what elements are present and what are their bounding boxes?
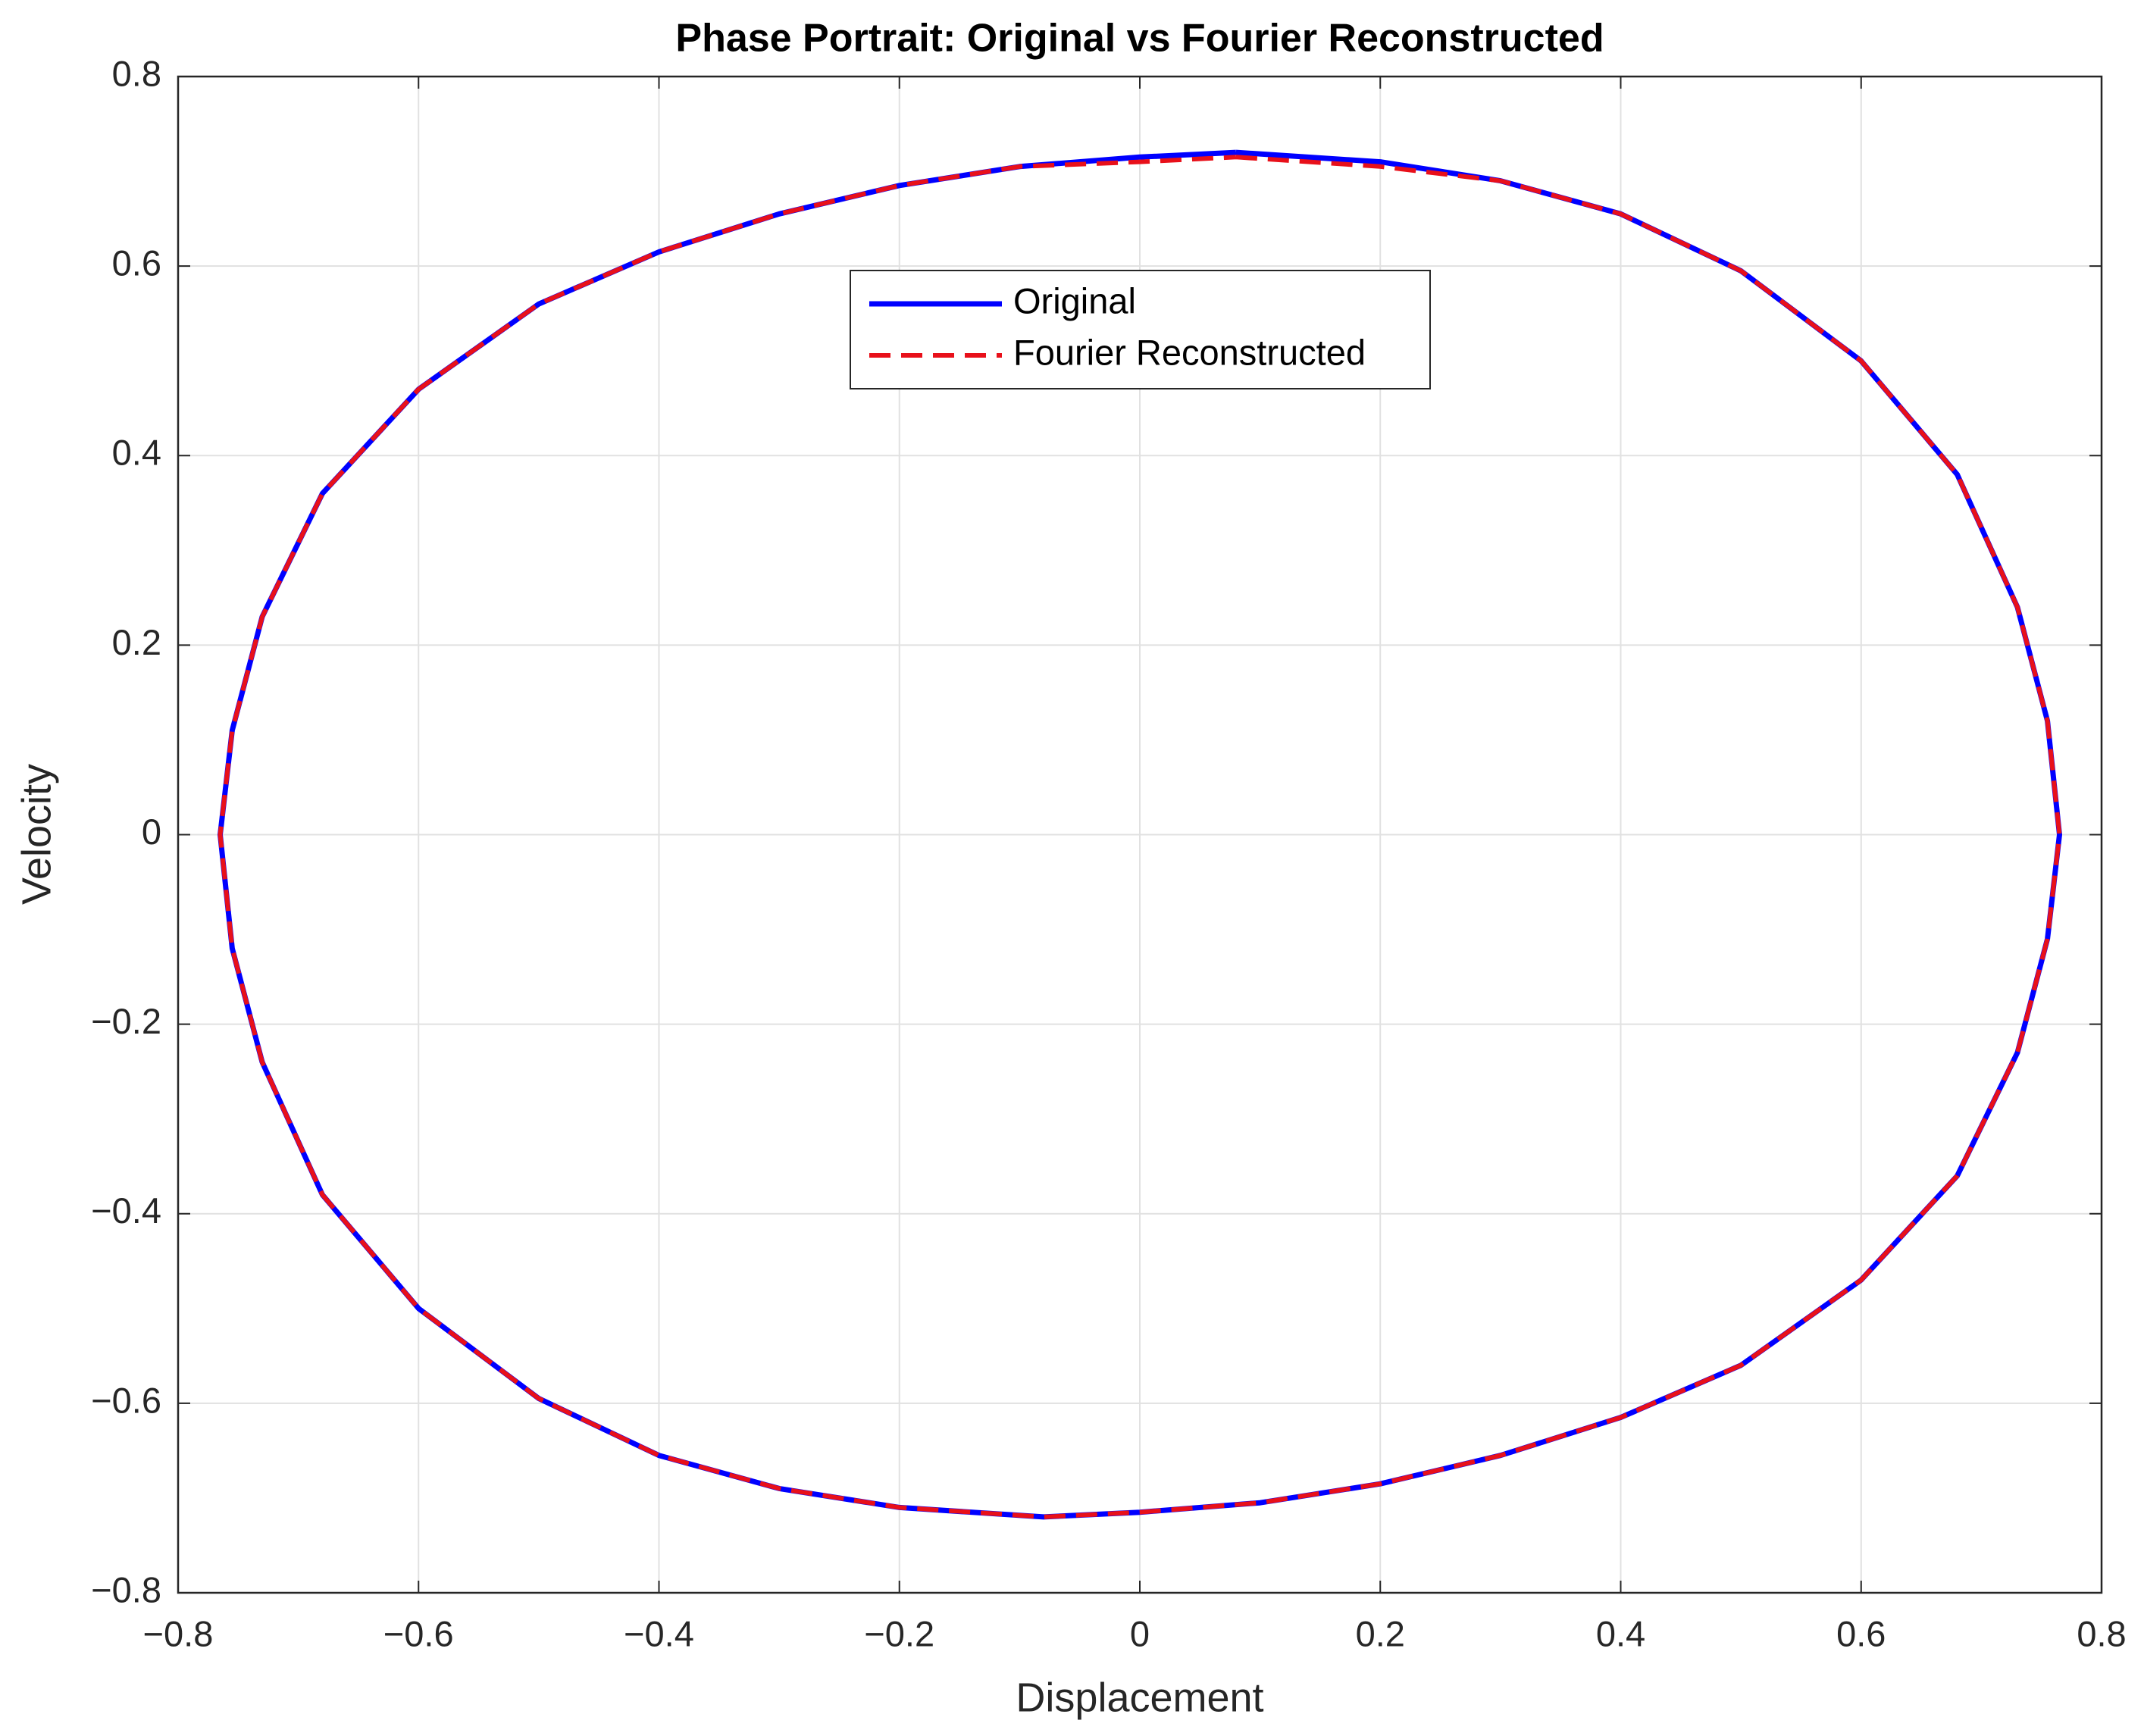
x-tick-label: −0.8 (143, 1613, 214, 1653)
x-tick-label: −0.4 (624, 1613, 694, 1653)
series-line (218, 149, 2062, 1520)
legend-label: Fourier Reconstructed (1013, 332, 1366, 372)
plot-frame (177, 75, 2103, 1594)
x-tick-label: 0.2 (1356, 1613, 1405, 1653)
x-axis-label: Displacement (1016, 1675, 1263, 1720)
x-tick-label: −0.2 (864, 1613, 934, 1653)
x-tick-label: 0 (1130, 1613, 1150, 1653)
y-tick-label: −0.8 (91, 1569, 161, 1609)
y-tick-label: −0.2 (91, 1001, 161, 1041)
y-tick-label: 0.6 (112, 243, 161, 283)
x-tick-label: 0.8 (2077, 1613, 2126, 1653)
chart-title: Phase Portrait: Original vs Fourier Reco… (675, 17, 1604, 61)
legend: Original Fourier Reconstructed (850, 270, 1431, 389)
y-tick-label: 0 (142, 812, 161, 852)
x-tick-label: −0.6 (383, 1613, 454, 1653)
y-axis-label: Velocity (14, 764, 59, 905)
legend-box (850, 270, 1431, 389)
y-tick-label: 0.4 (112, 433, 161, 473)
y-tick-label: 0.2 (112, 622, 161, 662)
y-tick-label: −0.4 (91, 1190, 161, 1231)
x-tick-label: 0.4 (1596, 1613, 1645, 1653)
y-tick-label: −0.6 (91, 1380, 161, 1420)
legend-label: Original (1013, 280, 1136, 321)
y-tick-label: 0.8 (112, 53, 161, 93)
x-tick-label: 0.6 (1836, 1613, 1886, 1653)
